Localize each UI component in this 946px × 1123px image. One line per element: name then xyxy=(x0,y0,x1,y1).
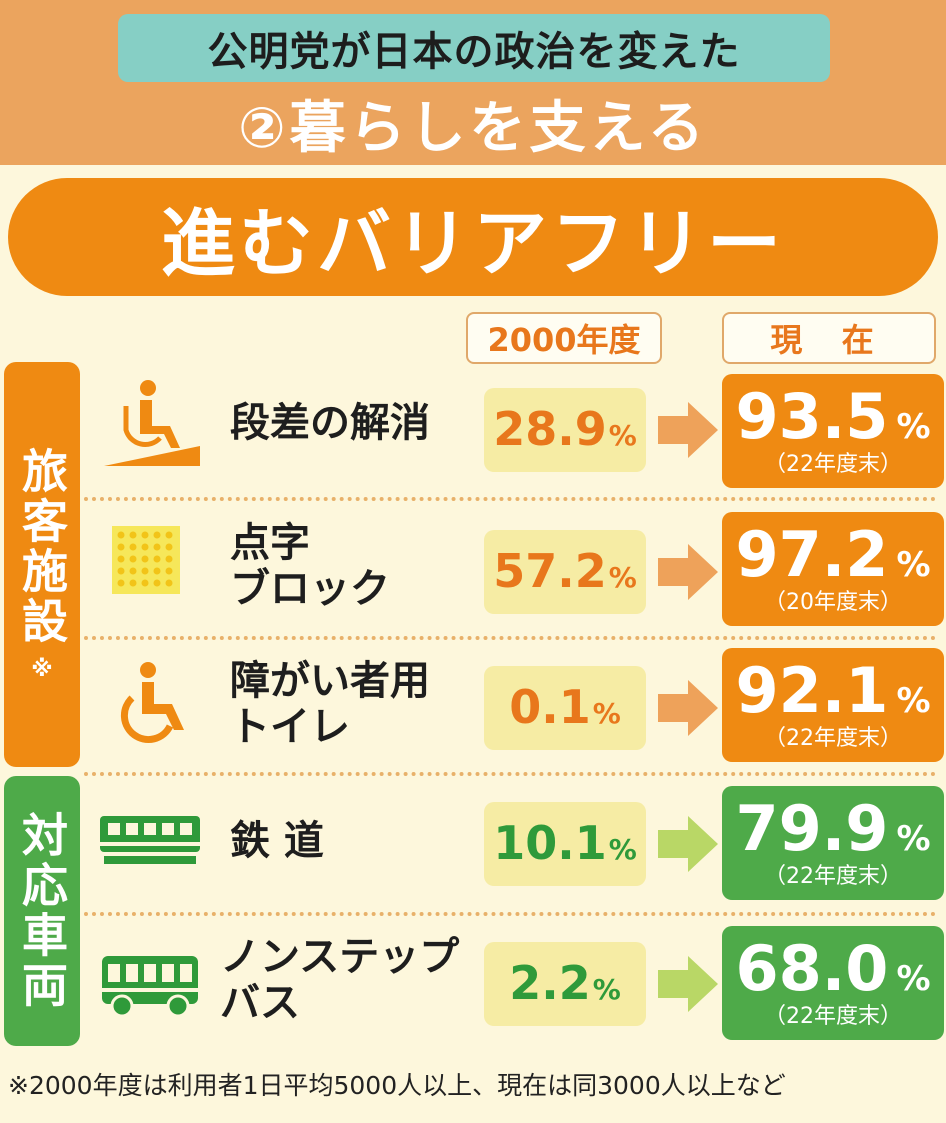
column-header-2000: 2000年度 xyxy=(466,312,662,364)
row-divider xyxy=(84,636,936,640)
table-row: 鉄 道 10.1% 79.9% （22年度末） xyxy=(84,780,946,908)
row-divider xyxy=(84,497,936,501)
group-tab-vehicles: 対応車両 xyxy=(4,776,80,1046)
series-title: 公明党が日本の政治を変えた xyxy=(118,14,830,82)
bus-icon xyxy=(102,956,198,1018)
table-row: 障がい者用 トイレ 0.1% 92.1% （22年度末） xyxy=(84,644,946,768)
wheelchair-icon xyxy=(120,662,184,743)
table-row: ノンステップ バス 2.2% 68.0% （22年度末） xyxy=(84,920,946,1048)
table-row: 段差の解消 28.9% 93.5% （22年度末） xyxy=(84,370,946,492)
value-2000: 0.1% xyxy=(484,666,646,750)
arrow-right-icon xyxy=(658,402,718,458)
column-header-current: 現 在 xyxy=(722,312,936,364)
value-current: 93.5% （22年度末） xyxy=(722,374,944,488)
group-label: 旅客施設 xyxy=(15,447,69,647)
row-label: ノンステップ バス xyxy=(220,934,460,1026)
footnote: ※2000年度は利用者1日平均5000人以上、現在は同3000人以上など xyxy=(8,1071,786,1100)
value-current: 97.2% （20年度末） xyxy=(722,512,944,626)
tactile-block-icon xyxy=(112,526,180,594)
group-note-mark: ※ xyxy=(31,657,53,682)
header-band: 公明党が日本の政治を変えた ②暮らしを支える xyxy=(0,0,946,165)
train-icon xyxy=(100,816,200,864)
value-2000: 10.1% xyxy=(484,802,646,886)
row-label: 点字 ブロック xyxy=(230,520,390,612)
arrow-right-icon xyxy=(658,956,718,1012)
row-label: 鉄 道 xyxy=(230,818,324,864)
value-current: 92.1% （22年度末） xyxy=(722,648,944,762)
arrow-right-icon xyxy=(658,680,718,736)
row-divider xyxy=(84,912,936,916)
value-2000: 2.2% xyxy=(484,942,646,1026)
value-current: 79.9% （22年度末） xyxy=(722,786,944,900)
value-2000: 57.2% xyxy=(484,530,646,614)
page-title: 進むバリアフリー xyxy=(8,178,938,296)
arrow-right-icon xyxy=(658,816,718,872)
value-current: 68.0% （22年度末） xyxy=(722,926,944,1040)
row-label: 障がい者用 トイレ xyxy=(230,658,430,750)
arrow-right-icon xyxy=(658,544,718,600)
group-tab-facilities: 旅客施設 ※ xyxy=(4,362,80,767)
row-divider xyxy=(84,772,936,776)
table-row: 点字 ブロック 57.2% 97.2% （20年度末） xyxy=(84,506,946,632)
subtitle: ②暮らしを支える xyxy=(238,95,708,161)
value-2000: 28.9% xyxy=(484,388,646,472)
group-label: 対応車両 xyxy=(15,811,69,1011)
wheelchair-ramp-icon xyxy=(104,380,200,466)
row-label: 段差の解消 xyxy=(230,400,430,446)
